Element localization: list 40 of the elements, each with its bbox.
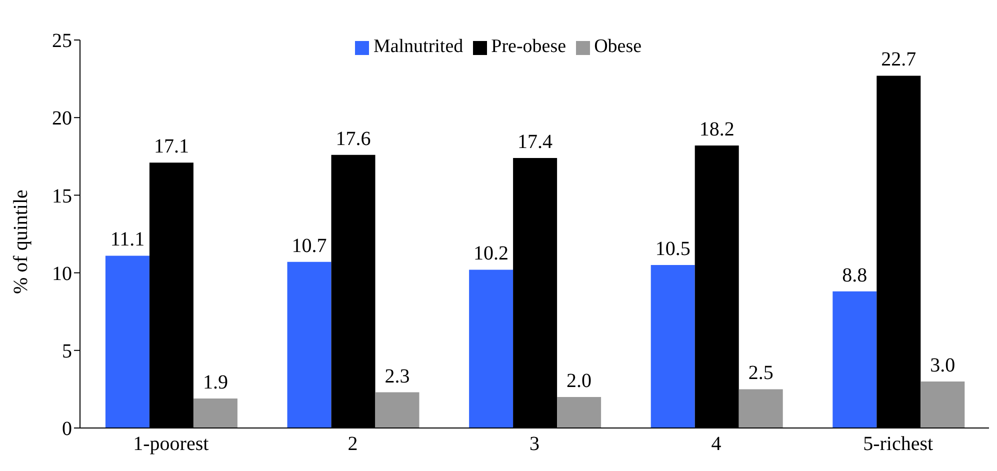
data-label: 10.2 xyxy=(474,242,509,265)
data-label: 2.3 xyxy=(384,365,410,388)
data-label: 10.5 xyxy=(655,238,690,260)
data-label: 17.4 xyxy=(518,130,553,153)
legend-label: Malnutrited xyxy=(373,36,464,57)
data-label: 22.7 xyxy=(881,48,916,71)
x-tick-label: 1-poorest xyxy=(133,433,210,456)
bar xyxy=(738,389,783,428)
y-axis-title: % of quintile xyxy=(10,189,32,294)
x-tick-label: 2 xyxy=(348,433,358,456)
bar xyxy=(375,392,420,428)
data-label: 18.2 xyxy=(699,118,734,141)
bar xyxy=(557,396,602,428)
y-tick-label: 25 xyxy=(52,30,72,52)
data-label: 2.5 xyxy=(748,362,774,384)
bar xyxy=(920,381,965,428)
x-tick-label: 4 xyxy=(711,433,722,456)
bar xyxy=(193,398,238,428)
y-tick-label: 20 xyxy=(52,108,72,130)
x-tick-label: 3 xyxy=(530,433,540,456)
data-label: 17.1 xyxy=(154,136,189,158)
data-label: 3.0 xyxy=(930,354,956,376)
x-tick-label: 5-richest xyxy=(863,433,934,456)
y-tick-label: 15 xyxy=(52,185,72,208)
data-label: 1.9 xyxy=(202,372,228,394)
bar xyxy=(650,265,695,428)
y-tick-label: 10 xyxy=(52,262,72,285)
legend-label: Pre-obese xyxy=(491,36,566,57)
bar xyxy=(469,270,514,428)
bar xyxy=(832,291,877,428)
data-label: 8.8 xyxy=(842,264,868,286)
y-tick-label: 0 xyxy=(62,418,72,440)
legend-label: Obese xyxy=(594,36,642,57)
bar xyxy=(105,256,150,428)
y-tick-label: 5 xyxy=(62,340,72,362)
bar xyxy=(287,262,332,428)
data-label: 10.7 xyxy=(292,234,327,257)
data-label: 17.6 xyxy=(336,128,371,150)
data-label: 2.0 xyxy=(566,370,592,392)
data-label: 11.1 xyxy=(110,228,145,251)
